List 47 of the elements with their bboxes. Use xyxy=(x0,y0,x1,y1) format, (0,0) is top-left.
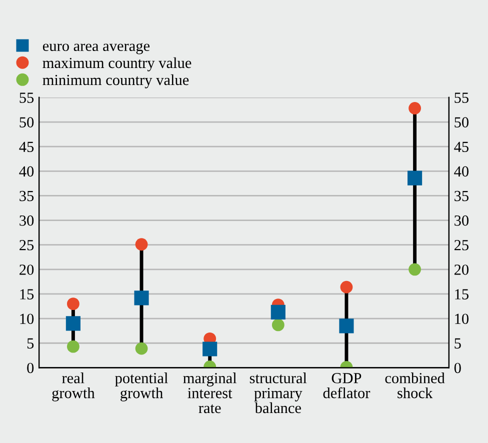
point xyxy=(272,318,284,332)
y-tick-label: 20 xyxy=(20,264,34,275)
y-tick-label: 50 xyxy=(20,117,34,128)
y2-tick-label: 20 xyxy=(454,264,469,275)
y2-tick-label: 25 xyxy=(454,240,468,250)
x-tick-label: potential growth xyxy=(115,372,168,402)
y2-tick-label: 15 xyxy=(455,289,468,300)
legend-label: maximum country value xyxy=(42,57,192,72)
legend-label: minimum country value xyxy=(42,74,189,88)
y-tick-label: 45 xyxy=(19,142,34,152)
x-tick-label: real growth xyxy=(52,372,95,402)
point xyxy=(134,290,149,306)
y-tick-label: 15 xyxy=(20,289,34,300)
y-tick-label: 40 xyxy=(19,166,34,177)
y2-tick-label: 45 xyxy=(454,142,468,152)
x-tick-label: combined shock xyxy=(385,372,445,398)
x-tick-label: marginal interest rate xyxy=(183,372,237,414)
x-tick-label: structural primary balance xyxy=(250,372,307,414)
y-tick-label: 30 xyxy=(20,215,34,226)
point xyxy=(340,280,353,294)
y2-tick-label: 5 xyxy=(454,338,461,349)
y2-tick-label: 50 xyxy=(454,117,469,128)
point xyxy=(270,304,286,320)
legend-label: euro area average xyxy=(42,43,150,54)
point xyxy=(66,298,80,310)
point xyxy=(408,263,422,276)
x-tick-label: GDP deflator xyxy=(323,373,370,398)
y2-tick-label: 0 xyxy=(454,362,461,374)
y-tick-label: 0 xyxy=(27,362,34,374)
y-tick-label: 25 xyxy=(20,240,34,250)
point xyxy=(66,316,80,331)
y-tick-label: 10 xyxy=(20,314,34,324)
y2-tick-label: 10 xyxy=(455,314,469,324)
point xyxy=(408,102,422,114)
point xyxy=(135,238,148,251)
point xyxy=(66,340,80,353)
y2-tick-label: 55 xyxy=(454,92,468,103)
point xyxy=(202,342,218,356)
y2-tick-label: 40 xyxy=(454,166,469,177)
y2-tick-label: 35 xyxy=(454,190,468,202)
y2-tick-label: 30 xyxy=(454,215,469,226)
y-tick-label: 55 xyxy=(20,92,34,103)
y-tick-label: 5 xyxy=(27,338,34,349)
point xyxy=(339,318,354,334)
y-tick-label: 35 xyxy=(20,190,34,202)
point xyxy=(135,342,148,355)
point xyxy=(408,170,422,186)
